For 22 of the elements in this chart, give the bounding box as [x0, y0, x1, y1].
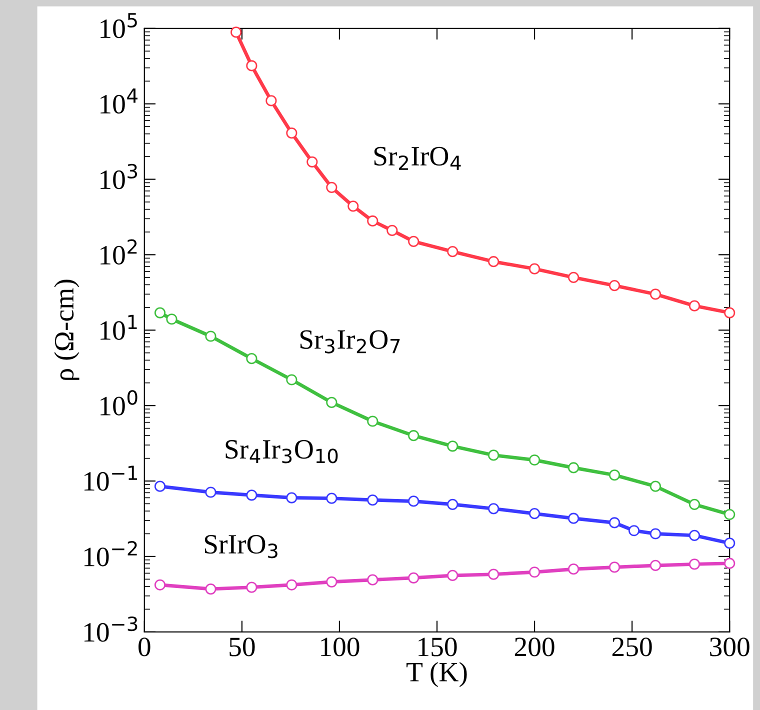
y-tick-label: 10$^{1}$: [100, 314, 137, 340]
y-tick-label: 10$^{2}$: [100, 239, 137, 265]
y-tick-label: 10$^{3}$: [100, 164, 138, 190]
y-tick-label: 10$^{5}$: [100, 13, 137, 38]
x-tick-label: 300: [710, 638, 750, 656]
y-tick-label: 10$^{4}$: [100, 88, 138, 114]
y-tick-label: 10$^{−1}$: [84, 466, 137, 491]
y-tick-label: 10$^{0}$: [100, 390, 138, 416]
x-tick-label: 0: [138, 638, 150, 656]
x-axis-title: T (K): [406, 662, 467, 688]
series-label: Sr$_{2}$IrO$_{4}$: [374, 146, 461, 170]
y-tick-label: 10$^{−3}$: [84, 616, 138, 642]
x-tick-label: 50: [230, 638, 255, 656]
series-label: SrIrO$_{3}$: [204, 535, 278, 558]
series-label: Sr$_{3}$Ir$_{2}$O$_{7}$: [300, 330, 400, 354]
x-tick-label: 100: [321, 638, 360, 656]
y-axis-title: ρ (Ω-cm): [54, 280, 80, 380]
x-tick-label: 200: [514, 638, 554, 656]
x-tick-label: 150: [418, 638, 457, 656]
series-label: Sr$_{4}$Ir$_{3}$O$_{10}$: [226, 440, 338, 464]
y-tick-label: 10$^{−2}$: [84, 541, 137, 566]
x-tick-label: 250: [612, 638, 652, 656]
